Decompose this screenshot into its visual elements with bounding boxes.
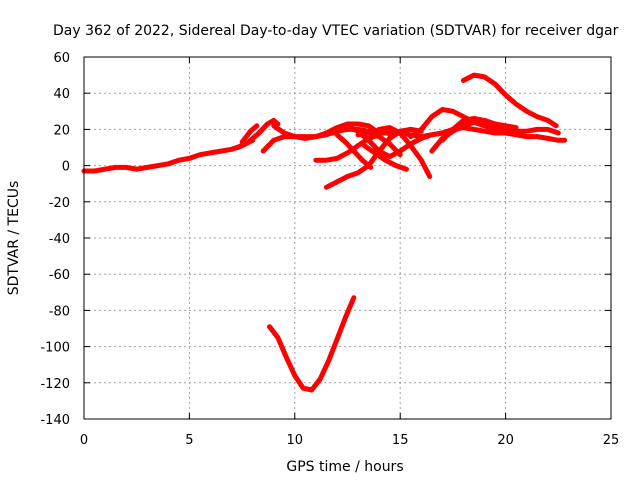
x-tick-label: 15 [392,433,409,448]
x-tick-label: 25 [603,433,620,448]
series-line-arc-01 [81,137,256,174]
y-tick-label: -80 [49,304,70,319]
series-line-arc-09 [334,132,374,170]
y-tick-label: 0 [62,160,70,175]
x-tick-label: 10 [287,433,304,448]
series-line-arc-18 [267,295,357,393]
series-line-arc-10 [355,130,403,158]
y-tick-label: 20 [53,123,70,138]
series-line-arc-13 [387,125,568,143]
y-axis-label: SDTVAR / TECUs [6,181,22,296]
data-series [81,72,568,393]
chart-title: Day 362 of 2022, Sidereal Day-to-day VTE… [53,23,619,39]
series-line-arc-03 [239,123,260,145]
y-tick-label: -20 [49,196,70,211]
x-tick-label: 0 [80,433,88,448]
grid [84,57,611,419]
y-tick-label: 60 [53,51,70,66]
series-line-arc-11 [361,143,409,172]
axis-ticks: 0 5 10 15 20 25 -140 -120 -100 -80 -60 -40 -20 0 20 40 6… [40,51,619,448]
series-line-arc-16 [439,116,519,143]
y-tick-label: 40 [53,87,70,102]
x-tick-label: 5 [185,433,193,448]
y-tick-label: -60 [49,268,70,283]
series-line-arc-07 [323,126,424,190]
y-tick-label: -100 [40,341,70,356]
y-tick-label: -40 [49,232,70,247]
series-line-arc-17 [460,72,559,129]
plot-frame [83,56,612,420]
y-tick-label: -140 [40,413,70,428]
y-tick-label: -120 [40,377,70,392]
x-tick-label: 20 [497,433,514,448]
x-axis-label: GPS time / hours [286,459,403,475]
series-line-arc-02 [235,117,281,150]
